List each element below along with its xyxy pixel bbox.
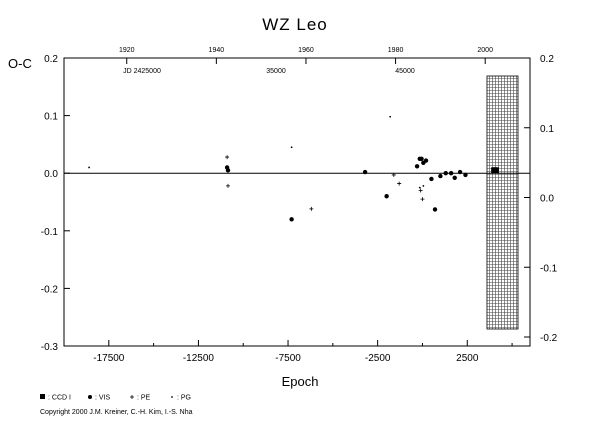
legend-label: : PE: [137, 395, 151, 402]
plot-frame: [63, 57, 531, 347]
y2-tick-label: 0.2: [540, 54, 554, 65]
vis-point: [448, 171, 454, 176]
x-tick-label: -12500: [183, 353, 215, 364]
y-tick-label: -0.1: [41, 227, 59, 238]
legend-label: : VIS: [95, 395, 111, 402]
pg-point: [418, 186, 421, 189]
vis-point: [443, 171, 448, 176]
pg-point: [290, 146, 293, 149]
pe-point: [225, 155, 230, 160]
pg-point: [389, 115, 392, 118]
copyright-text: Copyright 2000 J.M. Kreiner, C.-H. Kim, …: [40, 409, 193, 416]
vis-point: [362, 169, 368, 175]
top-year-label: 2000: [477, 47, 493, 54]
legend-dot-symbol: [171, 396, 173, 398]
x-axis-label: Epoch: [282, 374, 319, 389]
vis-point: [429, 176, 434, 182]
pe-point: [418, 188, 423, 193]
vis-point: [452, 175, 457, 181]
pg-point: [422, 184, 425, 187]
y2-tick-label: 0.0: [540, 194, 554, 205]
jd-label: JD 2425000: [123, 68, 161, 75]
vis-point: [423, 158, 429, 163]
jd-label: 45000: [395, 68, 415, 75]
chart-title: WZ Leo: [262, 15, 328, 34]
x-tick-label: -7500: [275, 353, 301, 364]
vis-point: [414, 164, 420, 169]
vis-point: [384, 194, 389, 199]
shaded-region: [486, 75, 519, 330]
vis-point: [225, 168, 231, 173]
vis-point: [419, 156, 424, 161]
pe-point: [397, 181, 402, 186]
vis-point: [432, 207, 438, 212]
top-year-label: 1980: [388, 47, 404, 54]
vis-point: [289, 217, 294, 222]
vis-point: [457, 169, 463, 175]
legend-circle-symbol: [88, 395, 92, 399]
legend-label: : PG: [177, 395, 191, 402]
y-tick-label: -0.2: [41, 284, 59, 295]
y-tick-label: 0.0: [44, 169, 58, 180]
y-axis-label: O-C: [8, 56, 32, 71]
pe-point: [391, 172, 396, 177]
y-tick-label: 0.2: [44, 54, 58, 65]
y2-tick-label: -0.1: [540, 263, 558, 274]
y-tick-label: -0.3: [41, 342, 59, 353]
pe-point: [420, 197, 425, 202]
y-tick-label: 0.1: [44, 112, 58, 123]
legend-square-symbol: [40, 394, 45, 399]
ccd-point: [492, 167, 499, 174]
top-year-label: 1920: [119, 47, 135, 54]
pe-point: [309, 206, 314, 211]
top-year-label: 1960: [298, 47, 314, 54]
jd-label: 35000: [266, 68, 286, 75]
y2-tick-label: -0.2: [540, 333, 558, 344]
vis-point: [463, 172, 468, 178]
pe-point: [225, 183, 230, 188]
legend-label: : CCD I: [48, 395, 71, 402]
vis-point: [438, 173, 443, 179]
x-tick-label: -2500: [365, 353, 391, 364]
pg-point: [88, 166, 90, 169]
y2-tick-label: 0.1: [540, 124, 554, 135]
legend-plus-symbol: [130, 395, 134, 399]
top-year-label: 1940: [209, 47, 225, 54]
x-tick-label: 2500: [456, 353, 479, 364]
x-tick-label: -17500: [93, 353, 125, 364]
